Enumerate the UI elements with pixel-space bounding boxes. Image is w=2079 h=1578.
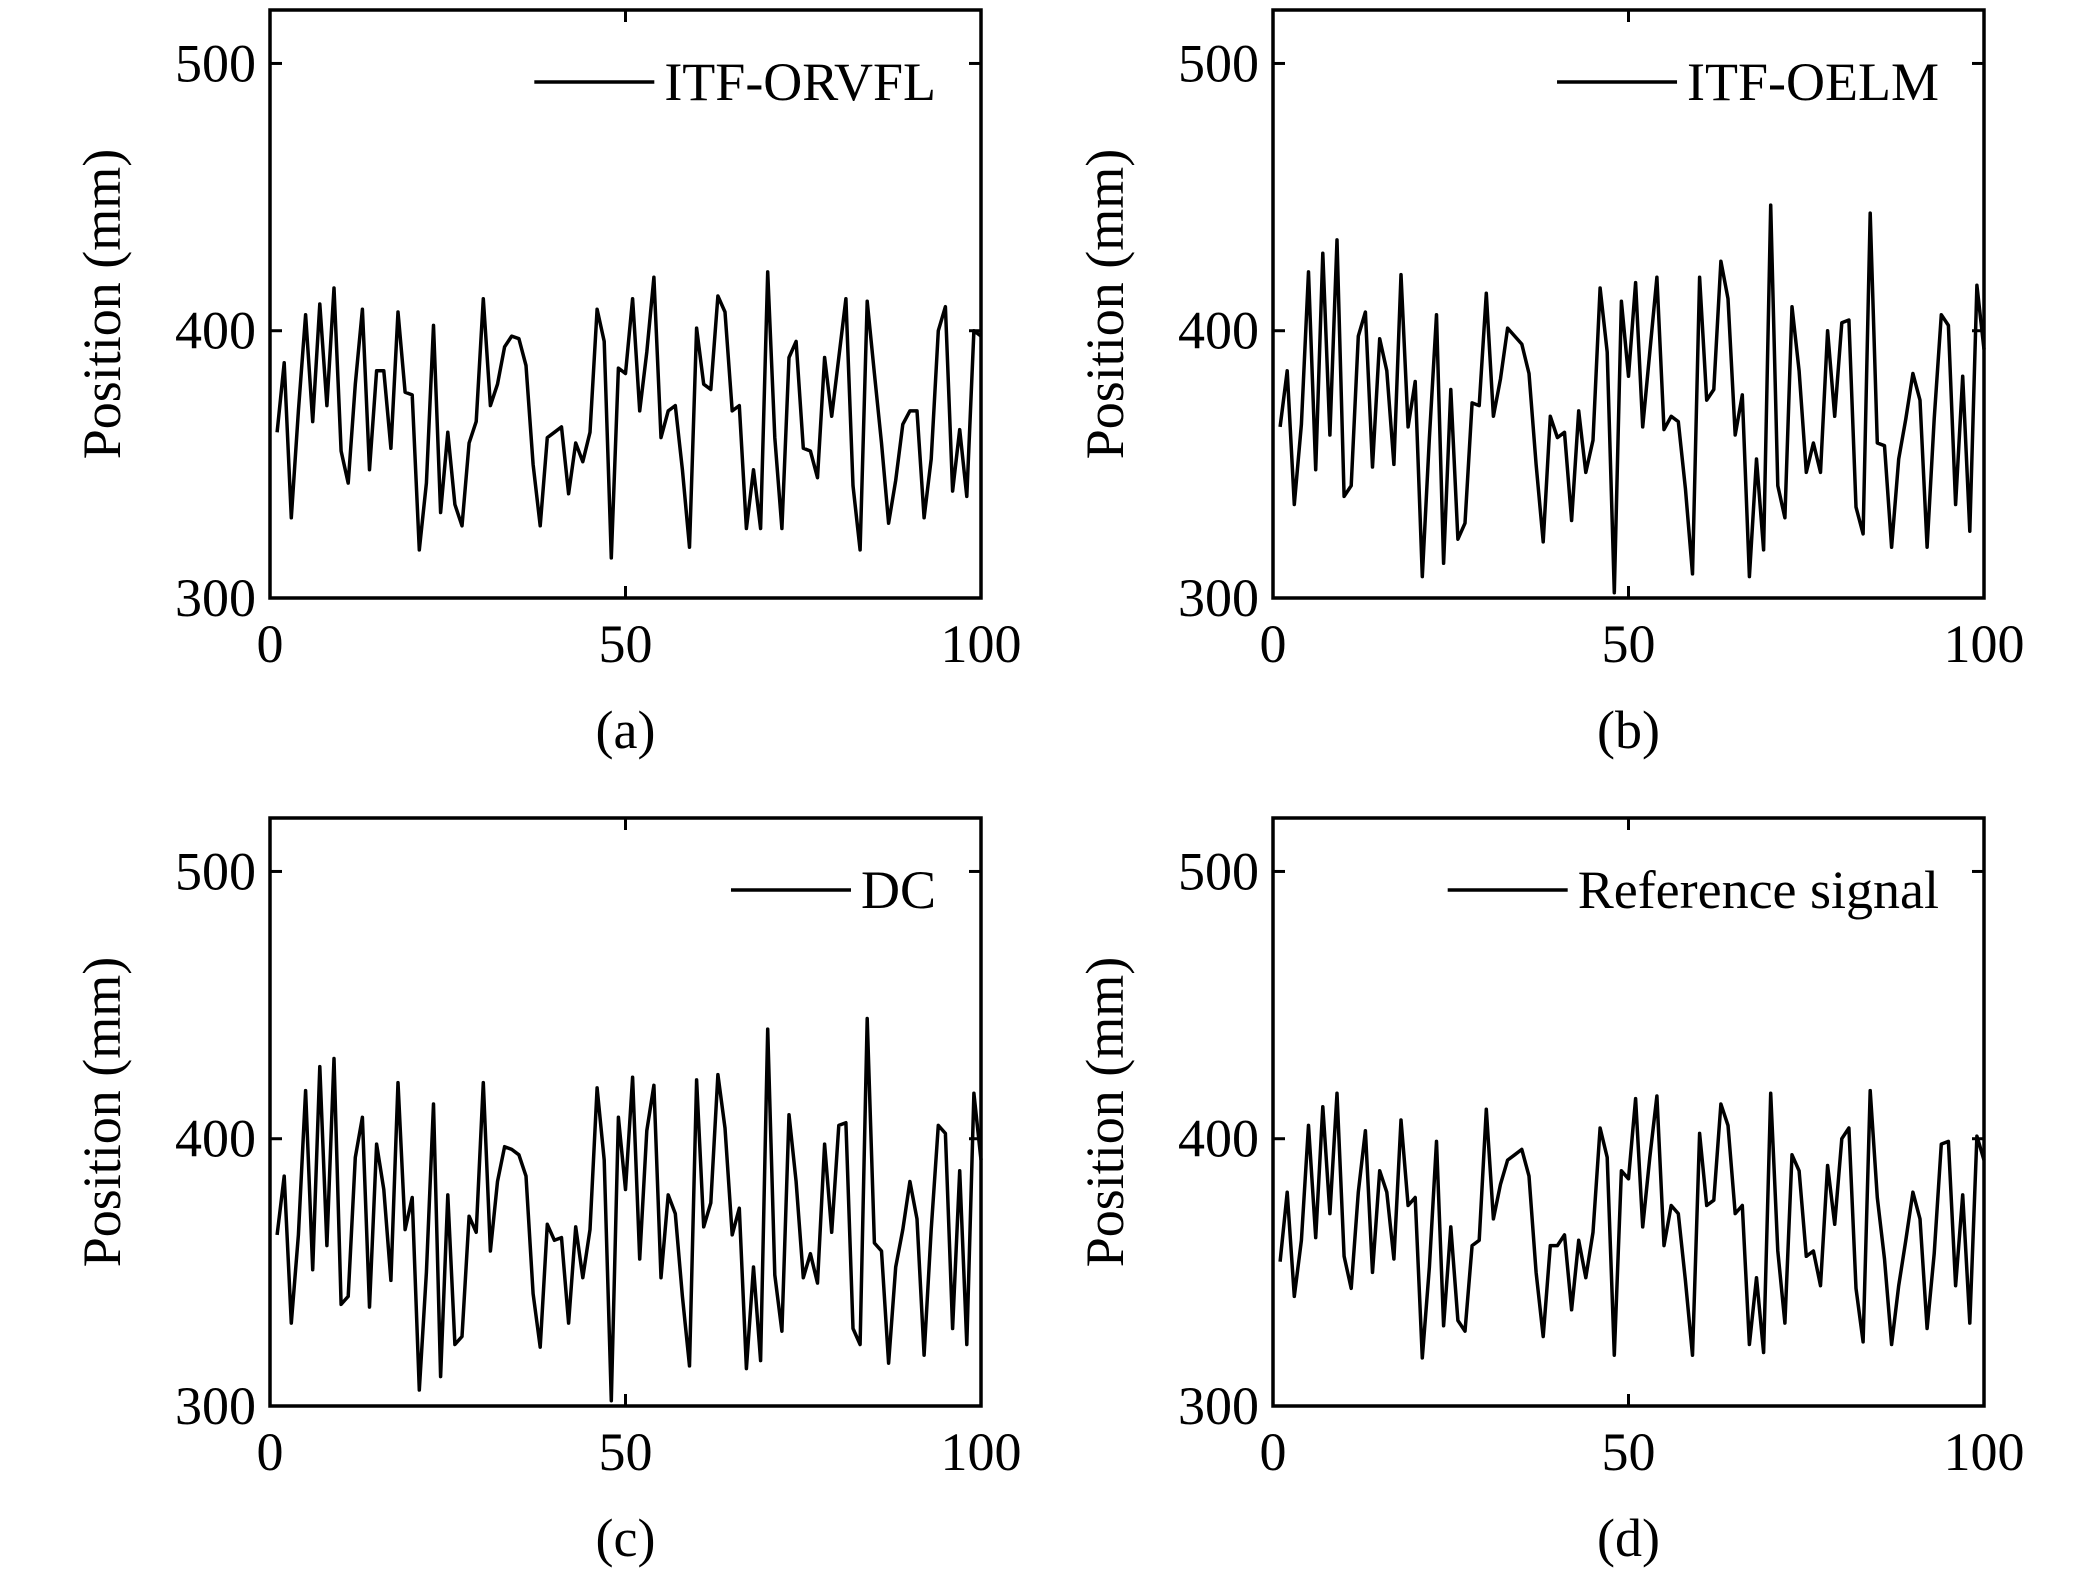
x-tick-label: 0 xyxy=(257,614,284,674)
y-axis-label: Position (mm) xyxy=(72,149,132,460)
y-tick-label: 400 xyxy=(1178,1109,1259,1169)
y-tick-label: 500 xyxy=(175,841,256,901)
y-axis-label: Position (mm) xyxy=(1075,149,1135,460)
y-axis-label: Position (mm) xyxy=(1075,957,1135,1268)
y-tick-label: 300 xyxy=(1178,568,1259,628)
chart-panel-b: 0 50 100 300 400 500 Position (mm) ITF-OELM (b) xyxy=(1075,8,2025,760)
y-tick-label: 500 xyxy=(175,33,256,93)
series-line xyxy=(1278,203,1986,595)
y-tick-label: 400 xyxy=(175,1109,256,1169)
x-tick-label: 50 xyxy=(1602,614,1656,674)
legend-label: ITF-OELM xyxy=(1687,52,1939,112)
y-tick-label: 300 xyxy=(175,568,256,628)
panel-caption: (a) xyxy=(596,700,656,760)
x-tick-label: 0 xyxy=(1260,614,1287,674)
chart-panel-c: 0 50 100 300 400 500 Position (mm) DC (c) xyxy=(72,816,1022,1568)
legend-label: ITF-ORVFL xyxy=(664,52,936,112)
x-tick-label: 50 xyxy=(599,1422,653,1482)
y-tick-label: 300 xyxy=(175,1376,256,1436)
legend-label: Reference signal xyxy=(1578,860,1939,920)
x-tick-label: 100 xyxy=(1944,1422,2025,1482)
x-tick-label: 100 xyxy=(941,614,1022,674)
series-line xyxy=(1278,1088,1986,1360)
y-tick-label: 500 xyxy=(1178,33,1259,93)
legend-label: DC xyxy=(861,860,936,920)
x-tick-label: 100 xyxy=(1944,614,2025,674)
chart-panel-d: 0 50 100 300 400 500 Position (mm) Reference si… xyxy=(1075,816,2025,1568)
x-tick-label: 50 xyxy=(1602,1422,1656,1482)
series-line xyxy=(275,1016,983,1403)
y-tick-label: 500 xyxy=(1178,841,1259,901)
y-tick-label: 400 xyxy=(175,301,256,361)
x-tick-label: 0 xyxy=(1260,1422,1287,1482)
panel-caption: (c) xyxy=(596,1508,656,1568)
x-tick-label: 50 xyxy=(599,614,653,674)
panel-caption: (b) xyxy=(1597,700,1660,760)
x-tick-label: 0 xyxy=(257,1422,284,1482)
y-tick-label: 300 xyxy=(1178,1376,1259,1436)
y-tick-label: 400 xyxy=(1178,301,1259,361)
series-line xyxy=(275,270,983,560)
chart-panel-a: 0 50 100 300 400 500 Position (mm) ITF-ORVFL (a) xyxy=(72,8,1022,760)
x-tick-label: 100 xyxy=(941,1422,1022,1482)
y-axis-label: Position (mm) xyxy=(72,957,132,1268)
panel-caption: (d) xyxy=(1597,1508,1660,1568)
